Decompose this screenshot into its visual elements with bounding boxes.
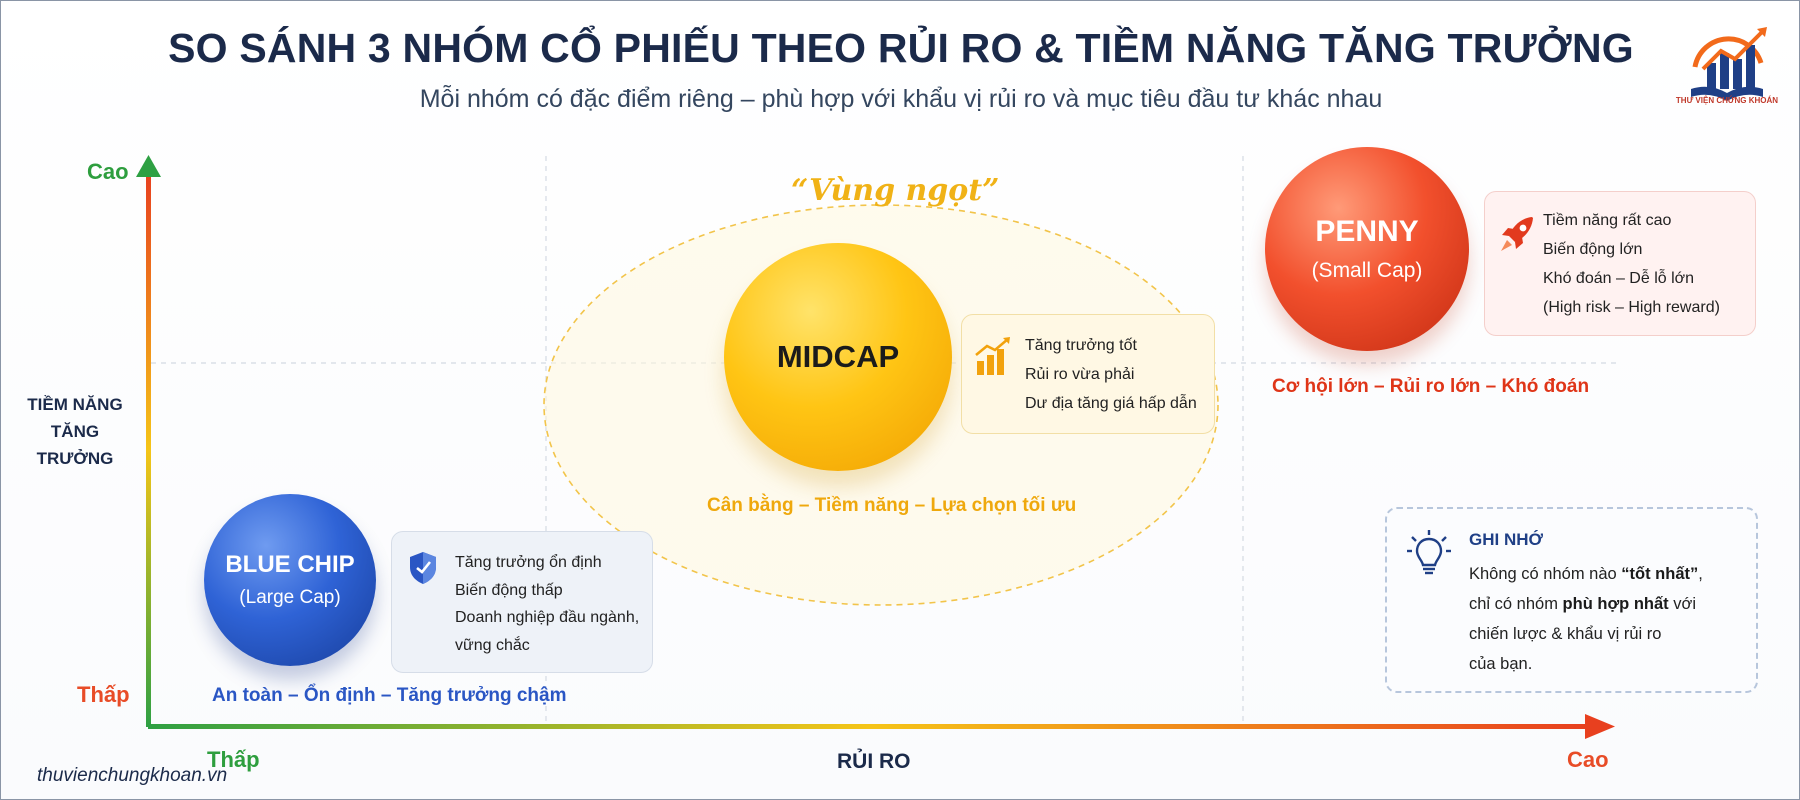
x-axis-arrow-icon (1585, 714, 1615, 739)
reminder-note-card: GHI NHỚ Không có nhóm nào “tốt nhất”, ch… (1385, 507, 1758, 693)
rocket-icon (1501, 217, 1533, 251)
penny-name: PENNY (1315, 215, 1419, 248)
midcap-tagline: Cân bằng – Tiềm năng – Lựa chọn tối ưu (707, 495, 1077, 516)
list-item: (High risk – High reward) (1543, 299, 1720, 316)
page-subtitle: Mỗi nhóm có đặc điểm riêng – phù hợp với… (419, 85, 1383, 113)
x-axis-title: RỦI RO (837, 750, 911, 773)
penny-tagline: Cơ hội lớn – Rủi ro lớn – Khó đoán (1272, 376, 1590, 397)
note-line-1: Không có nhóm nào “tốt nhất”, (1469, 559, 1739, 589)
footer-site-url[interactable]: thuvienchungkhoan.vn (37, 765, 228, 786)
list-item: Doanh nghiệp đầu ngành, (455, 609, 640, 626)
note-line-1-text: Không có nhóm nào (1469, 565, 1622, 583)
note-line-2-text: chỉ có nhóm (1469, 595, 1563, 613)
site-logo-icon (1691, 27, 1767, 101)
midcap-feature-list: Tăng trưởng tốt Rủi ro vừa phải Dư địa t… (1025, 331, 1197, 418)
note-line-1-bold: “tốt nhất” (1621, 565, 1699, 583)
growth-chart-icon (975, 337, 1010, 375)
note-line-3: chiến lược & khẩu vị rủi ro (1469, 625, 1662, 643)
note-body: Không có nhóm nào “tốt nhất”, chỉ có nhó… (1469, 559, 1739, 679)
note-title: GHI NHỚ (1469, 530, 1544, 549)
y-axis-title: TIỀM NĂNG TĂNG TRƯỞNG (27, 395, 123, 468)
note-line-2: chỉ có nhóm phù hợp nhất với (1469, 589, 1739, 619)
list-item: vững chắc (455, 636, 530, 654)
x-axis-high-label: Cao (1567, 747, 1609, 772)
blue-chip-tagline: An toàn – Ổn định – Tăng trưởng chậm (212, 685, 567, 706)
blue-chip-feature-list: Tăng trưởng ổn định Biến động thấp Doanh… (455, 549, 639, 659)
y-axis-low-label: Thấp (77, 682, 130, 707)
midcap-feature-card: Tăng trưởng tốt Rủi ro vừa phải Dư địa t… (961, 314, 1215, 434)
note-line-1-end: , (1698, 565, 1703, 583)
midcap-sphere: MIDCAP (724, 243, 952, 471)
blue-chip-name: BLUE CHIP (225, 551, 355, 578)
note-line-4: của bạn. (1469, 655, 1533, 673)
y-axis-arrow-icon (136, 155, 161, 177)
penny-feature-card: Tiềm năng rất cao Biến động lớn Khó đoán… (1484, 191, 1756, 336)
y-axis-line (146, 173, 151, 727)
logo-caption: THƯ VIỆN CHỨNG KHOÁN (1675, 96, 1779, 105)
list-item: Tăng trưởng tốt (1025, 337, 1137, 354)
blue-chip-sphere: BLUE CHIP (Large Cap) (204, 494, 376, 666)
x-axis-line (148, 724, 1588, 729)
note-line-2-end: với (1668, 595, 1696, 613)
note-line-2-bold: phù hợp nhất (1562, 595, 1669, 613)
blue-chip-sub: (Large Cap) (239, 587, 341, 608)
penny-feature-list: Tiềm năng rất cao Biến động lớn Khó đoán… (1543, 206, 1720, 322)
penny-sphere: PENNY (Small Cap) (1265, 147, 1469, 351)
lightbulb-icon (1407, 530, 1451, 575)
list-item: Rủi ro vừa phải (1025, 366, 1135, 383)
list-item: Dư địa tăng giá hấp dẫn (1025, 395, 1197, 412)
list-item: Tiềm năng rất cao (1543, 212, 1672, 229)
list-item: Biến động lớn (1543, 241, 1643, 258)
x-axis-low-label: Thấp (207, 747, 260, 772)
blue-chip-feature-card: Tăng trưởng ổn định Biến động thấp Doanh… (391, 531, 653, 673)
sweet-spot-label: “Vùng ngọt” (791, 173, 1000, 208)
list-item: Khó đoán – Dễ lỗ lớn (1543, 270, 1695, 287)
shield-icon (410, 552, 436, 584)
page-title: SO SÁNH 3 NHÓM CỔ PHIẾU THEO RỦI RO & TI… (168, 25, 1634, 71)
y-axis-high-label: Cao (87, 159, 129, 184)
list-item: Tăng trưởng ổn định (455, 554, 602, 571)
penny-sub: (Small Cap) (1311, 259, 1423, 282)
midcap-name: MIDCAP (776, 339, 900, 374)
list-item: Biến động thấp (455, 581, 563, 599)
